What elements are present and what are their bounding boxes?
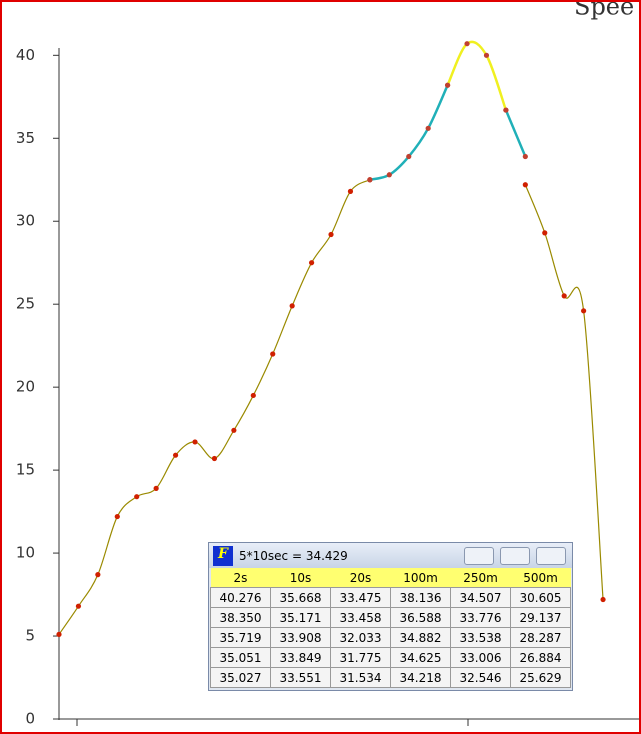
- window-title: 5*10sec = 34.429: [239, 548, 348, 563]
- close-button[interactable]: [536, 546, 566, 565]
- table-cell: 31.775: [330, 647, 391, 668]
- column-header: 10s: [270, 568, 331, 588]
- table-cell: 34.507: [450, 587, 511, 608]
- data-point: [172, 452, 179, 458]
- table-cell: 26.884: [510, 647, 571, 668]
- series-line: [524, 184, 604, 600]
- table-row: 38.350 35.171 33.458 36.588 33.776 29.137: [210, 607, 571, 628]
- y-tick-label: 15: [16, 461, 35, 479]
- table-cell: 40.276: [210, 587, 271, 608]
- data-point: [347, 188, 354, 194]
- table-cell: 34.882: [390, 627, 451, 648]
- data-point: [270, 351, 276, 357]
- y-tick-label: 0: [25, 710, 35, 728]
- table-cell: 36.588: [390, 607, 451, 628]
- stats-table: 2s 10s 20s 100m 250m 500m 40.276 35.668 33.475 38…: [210, 568, 571, 688]
- table-cell: 35.171: [270, 607, 331, 628]
- data-point: [153, 485, 159, 491]
- app-icon: F: [213, 545, 233, 566]
- minimize-button[interactable]: [464, 546, 494, 565]
- table-cell: 32.033: [330, 627, 391, 648]
- table-row: 35.027 33.551 31.534 34.218 32.546 25.629: [210, 667, 571, 688]
- y-tick-label: 40: [16, 46, 35, 64]
- table-cell: 30.605: [510, 587, 571, 608]
- data-point: [386, 172, 392, 178]
- data-point: [522, 153, 528, 160]
- data-point: [561, 293, 567, 299]
- table-cell: 29.137: [510, 607, 571, 628]
- table-cell: 33.849: [270, 647, 331, 668]
- data-point: [600, 596, 606, 603]
- table-cell: 35.719: [210, 627, 271, 648]
- title-bar: F 5*10sec = 34.429: [209, 543, 572, 568]
- data-point: [211, 455, 218, 462]
- column-header: 2s: [210, 568, 271, 588]
- y-tick-label: 35: [16, 129, 35, 147]
- data-point: [522, 182, 528, 188]
- column-header: 100m: [390, 568, 451, 588]
- table-cell: 35.027: [210, 667, 271, 688]
- table-row: 40.276 35.668 33.475 38.136 34.507 30.605: [210, 587, 571, 608]
- table-row: 35.719 33.908 32.033 34.882 33.538 28.287: [210, 627, 571, 648]
- data-point: [192, 439, 198, 445]
- table-cell: 33.776: [450, 607, 511, 628]
- data-point: [328, 231, 334, 238]
- data-point: [367, 177, 373, 183]
- series-line: [369, 84, 449, 181]
- table-cell: 33.475: [330, 587, 391, 608]
- table-cell: 33.006: [450, 647, 511, 668]
- table-cell: 34.218: [390, 667, 451, 688]
- table-cell: 33.538: [450, 627, 511, 648]
- data-point: [231, 427, 237, 433]
- table-cell: 25.629: [510, 667, 571, 688]
- chart-title: Spee: [574, 2, 634, 21]
- data-point: [114, 513, 120, 520]
- data-point: [445, 82, 451, 88]
- data-point: [289, 303, 295, 309]
- header-row: 2s 10s 20s 100m 250m 500m: [210, 568, 571, 588]
- column-header: 250m: [450, 568, 511, 588]
- stats-window[interactable]: F 5*10sec = 34.429 2s 10s 20s 100m 250m 500m 40…: [208, 542, 573, 691]
- table-row: 35.051 33.849 31.775 34.625 33.006 26.884: [210, 647, 571, 668]
- data-point: [75, 603, 82, 609]
- table-cell: 35.051: [210, 647, 271, 668]
- table-cell: 35.668: [270, 587, 331, 608]
- table-cell: 33.551: [270, 667, 331, 688]
- table-cell: 33.458: [330, 607, 391, 628]
- column-header: 20s: [330, 568, 391, 588]
- table-cell: 28.287: [510, 627, 571, 648]
- y-tick-label: 5: [25, 627, 35, 645]
- y-tick-label: 30: [16, 212, 35, 230]
- y-tick-label: 20: [16, 378, 35, 396]
- data-point: [581, 308, 587, 314]
- data-point: [134, 494, 140, 500]
- table-cell: 38.350: [210, 607, 271, 628]
- data-point: [503, 107, 509, 113]
- data-point: [308, 260, 315, 266]
- data-point: [483, 52, 490, 58]
- data-point: [542, 230, 548, 236]
- data-point: [425, 125, 431, 131]
- data-point: [464, 41, 470, 47]
- data-point: [406, 153, 412, 160]
- y-tick-label: 25: [16, 295, 35, 313]
- series-line: [446, 40, 508, 111]
- table-cell: 33.908: [270, 627, 331, 648]
- data-point: [95, 572, 101, 578]
- y-tick-label: 10: [16, 544, 35, 562]
- restore-button[interactable]: [500, 546, 530, 565]
- data-point: [56, 631, 62, 637]
- table-cell: 32.546: [450, 667, 511, 688]
- table-cell: 34.625: [390, 647, 451, 668]
- table-cell: 31.534: [330, 667, 391, 688]
- series-line: [504, 109, 527, 158]
- data-point: [250, 392, 256, 399]
- table-cell: 38.136: [390, 587, 451, 608]
- column-header: 500m: [510, 568, 571, 588]
